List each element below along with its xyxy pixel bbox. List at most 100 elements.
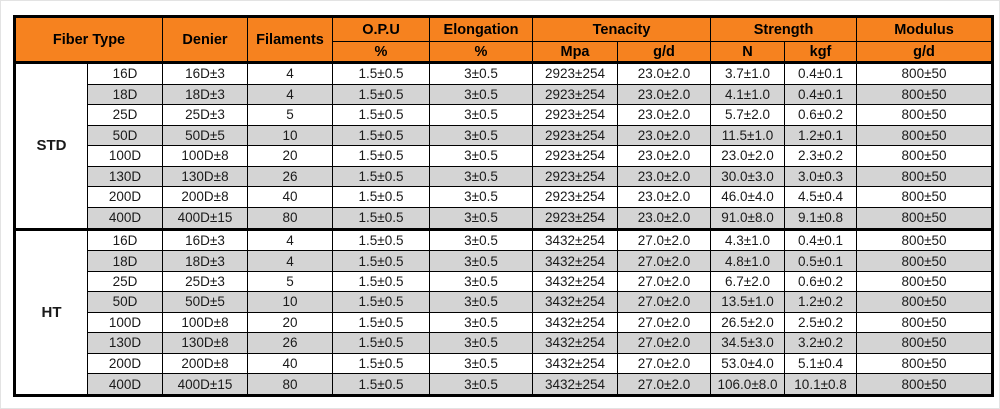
cell-denier-size: 50D bbox=[87, 291, 163, 313]
cell-tenacity-mpa: 2923±254 bbox=[532, 145, 618, 167]
cell-filaments: 40 bbox=[247, 352, 333, 375]
header-tenacity: Tenacity bbox=[531, 16, 712, 42]
cell-filaments: 80 bbox=[247, 206, 333, 230]
fiber-type-group-label: STD bbox=[14, 62, 88, 230]
cell-denier-size: 200D bbox=[87, 186, 163, 208]
cell-denier-tolerance: 18D±3 bbox=[162, 83, 248, 106]
cell-strength-kgf: 3.2±0.2 bbox=[784, 332, 858, 354]
cell-strength-n: 26.5±2.0 bbox=[710, 311, 786, 334]
cell-modulus-gd: 800±50 bbox=[856, 104, 994, 126]
table-header: Fiber Type Denier Filaments O.P.U Elonga… bbox=[14, 16, 994, 63]
cell-opu-percent: 1.5±0.5 bbox=[332, 352, 430, 375]
cell-denier-size: 400D bbox=[87, 373, 163, 396]
header-row-1: Fiber Type Denier Filaments O.P.U Elonga… bbox=[14, 16, 994, 63]
cell-denier-size: 400D bbox=[87, 206, 163, 230]
cell-tenacity-mpa: 2923±254 bbox=[532, 165, 618, 188]
cell-strength-kgf: 4.5±0.4 bbox=[784, 186, 858, 208]
cell-modulus-gd: 800±50 bbox=[856, 124, 994, 147]
cell-denier-tolerance: 16D±3 bbox=[162, 228, 248, 252]
cell-tenacity-mpa: 3432±254 bbox=[532, 352, 618, 375]
cell-denier-tolerance: 25D±3 bbox=[162, 270, 248, 293]
cell-tenacity-mpa: 3432±254 bbox=[532, 228, 618, 252]
cell-strength-n: 91.0±8.0 bbox=[710, 206, 786, 230]
header-elongation-unit: % bbox=[429, 41, 533, 63]
cell-strength-n: 23.0±2.0 bbox=[710, 145, 786, 167]
header-elongation: Elongation bbox=[429, 16, 533, 42]
cell-denier-size: 100D bbox=[87, 145, 163, 167]
cell-strength-kgf: 0.4±0.1 bbox=[784, 62, 858, 85]
cell-tenacity-gd: 27.0±2.0 bbox=[616, 352, 712, 375]
cell-denier-tolerance: 25D±3 bbox=[162, 104, 248, 126]
cell-denier-tolerance: 130D±8 bbox=[162, 332, 248, 354]
cell-strength-kgf: 0.6±0.2 bbox=[784, 104, 858, 126]
cell-opu-percent: 1.5±0.5 bbox=[332, 291, 430, 313]
cell-tenacity-gd: 27.0±2.0 bbox=[616, 270, 712, 293]
cell-elongation-percent: 3±0.5 bbox=[429, 270, 533, 293]
cell-filaments: 4 bbox=[247, 62, 333, 85]
group-ht: HT 16D 16D±3 4 1.5±0.5 3±0.5 3432±254 27.0±2.0 4… bbox=[14, 228, 994, 396]
table-row: 100D 100D±8 20 1.5±0.5 3±0.5 2923±254 23.0±2.0… bbox=[15, 145, 994, 167]
cell-denier-size: 18D bbox=[87, 250, 163, 272]
cell-strength-kgf: 1.2±0.1 bbox=[784, 124, 858, 147]
group-std: STD 16D 16D±3 4 1.5±0.5 3±0.5 2923±254 23.0±2.0… bbox=[14, 62, 994, 230]
cell-opu-percent: 1.5±0.5 bbox=[332, 83, 430, 106]
cell-filaments: 80 bbox=[247, 373, 333, 396]
table-row: 50D 50D±5 10 1.5±0.5 3±0.5 3432±254 27.0±2.0 13… bbox=[15, 291, 994, 313]
cell-tenacity-gd: 23.0±2.0 bbox=[616, 165, 712, 188]
table-row: 50D 50D±5 10 1.5±0.5 3±0.5 2923±254 23.0±2.0 11… bbox=[15, 124, 994, 147]
cell-denier-size: 130D bbox=[87, 332, 163, 354]
cell-opu-percent: 1.5±0.5 bbox=[332, 206, 430, 230]
cell-filaments: 5 bbox=[247, 270, 333, 293]
cell-modulus-gd: 800±50 bbox=[856, 352, 994, 375]
cell-tenacity-mpa: 2923±254 bbox=[532, 62, 618, 85]
cell-strength-n: 3.7±1.0 bbox=[710, 62, 786, 85]
cell-denier-tolerance: 130D±8 bbox=[162, 165, 248, 188]
cell-tenacity-mpa: 2923±254 bbox=[532, 124, 618, 147]
cell-modulus-gd: 800±50 bbox=[856, 145, 994, 167]
cell-strength-n: 4.3±1.0 bbox=[710, 228, 786, 252]
cell-strength-kgf: 9.1±0.8 bbox=[784, 206, 858, 230]
cell-tenacity-mpa: 3432±254 bbox=[532, 270, 618, 293]
cell-denier-tolerance: 200D±8 bbox=[162, 186, 248, 208]
cell-tenacity-gd: 23.0±2.0 bbox=[616, 62, 712, 85]
cell-elongation-percent: 3±0.5 bbox=[429, 186, 533, 208]
cell-tenacity-mpa: 3432±254 bbox=[532, 311, 618, 334]
cell-opu-percent: 1.5±0.5 bbox=[332, 165, 430, 188]
cell-modulus-gd: 800±50 bbox=[856, 83, 994, 106]
cell-modulus-gd: 800±50 bbox=[856, 373, 994, 396]
cell-opu-percent: 1.5±0.5 bbox=[332, 124, 430, 147]
cell-modulus-gd: 800±50 bbox=[856, 186, 994, 208]
cell-strength-n: 13.5±1.0 bbox=[710, 291, 786, 313]
cell-modulus-gd: 800±50 bbox=[856, 270, 994, 293]
cell-strength-n: 4.1±1.0 bbox=[710, 83, 786, 106]
cell-elongation-percent: 3±0.5 bbox=[429, 62, 533, 85]
header-opu-unit: % bbox=[332, 41, 430, 63]
cell-filaments: 10 bbox=[247, 291, 333, 313]
cell-modulus-gd: 800±50 bbox=[856, 250, 994, 272]
cell-elongation-percent: 3±0.5 bbox=[429, 206, 533, 230]
cell-elongation-percent: 3±0.5 bbox=[429, 124, 533, 147]
cell-strength-kgf: 2.5±0.2 bbox=[784, 311, 858, 334]
cell-opu-percent: 1.5±0.5 bbox=[332, 228, 430, 252]
cell-tenacity-gd: 23.0±2.0 bbox=[616, 186, 712, 208]
cell-modulus-gd: 800±50 bbox=[856, 228, 994, 252]
cell-filaments: 4 bbox=[247, 228, 333, 252]
cell-filaments: 20 bbox=[247, 311, 333, 334]
cell-elongation-percent: 3±0.5 bbox=[429, 352, 533, 375]
cell-strength-n: 30.0±3.0 bbox=[710, 165, 786, 188]
cell-denier-size: 100D bbox=[87, 311, 163, 334]
cell-filaments: 40 bbox=[247, 186, 333, 208]
cell-strength-kgf: 3.0±0.3 bbox=[784, 165, 858, 188]
table-row: 200D 200D±8 40 1.5±0.5 3±0.5 3432±254 27.0±2.0… bbox=[15, 352, 994, 375]
cell-elongation-percent: 3±0.5 bbox=[429, 291, 533, 313]
cell-tenacity-gd: 27.0±2.0 bbox=[616, 332, 712, 354]
cell-elongation-percent: 3±0.5 bbox=[429, 311, 533, 334]
table-row: 25D 25D±3 5 1.5±0.5 3±0.5 3432±254 27.0±2.0 6.7… bbox=[15, 270, 994, 293]
table-row: 400D 400D±15 80 1.5±0.5 3±0.5 2923±254 23.0±2.… bbox=[15, 206, 994, 230]
cell-strength-n: 106.0±8.0 bbox=[710, 373, 786, 396]
header-row-2: % % Mpa g/d N kgf g/d bbox=[15, 41, 994, 63]
header-strength-unit-kgf: kgf bbox=[784, 41, 858, 63]
cell-elongation-percent: 3±0.5 bbox=[429, 373, 533, 396]
cell-strength-n: 5.7±2.0 bbox=[710, 104, 786, 126]
table-row: STD 16D 16D±3 4 1.5±0.5 3±0.5 2923±254 23.0±2.0… bbox=[14, 62, 994, 230]
